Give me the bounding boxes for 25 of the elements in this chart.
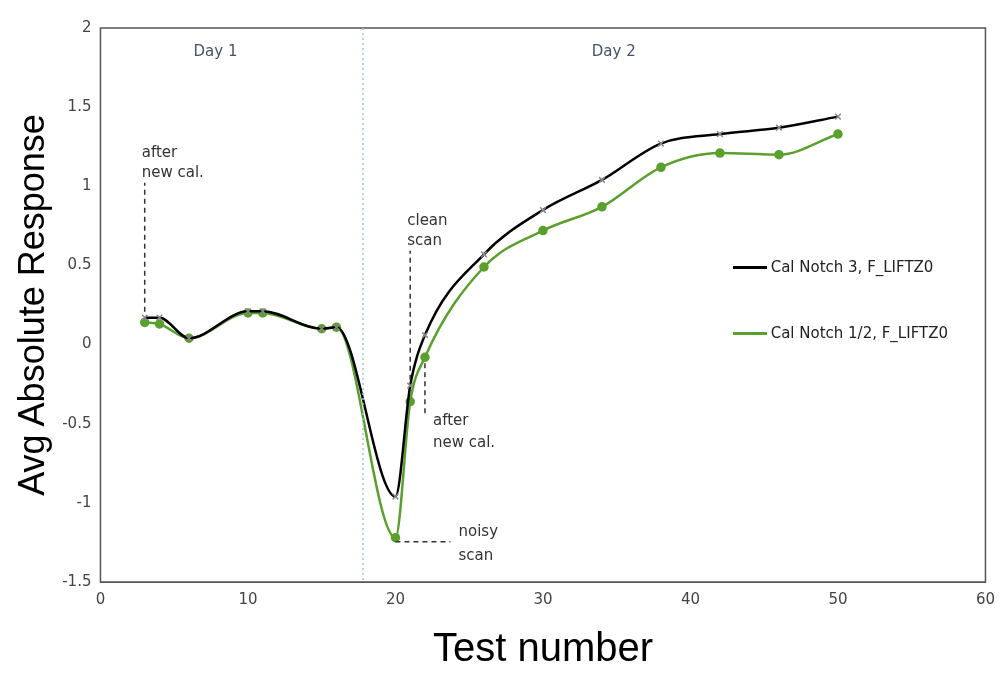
y-tick-label: 2 xyxy=(81,17,92,36)
x-tick-label: 60 xyxy=(975,589,995,608)
x-tick-label: 20 xyxy=(385,589,406,608)
annotation: after new cal. xyxy=(432,411,496,452)
annotation: clean scan xyxy=(407,210,448,249)
y-tick-label: 1 xyxy=(81,176,92,195)
x-tick-label: 10 xyxy=(238,589,258,608)
x-tick-label: 40 xyxy=(680,589,701,608)
y-tick-label: -1.5 xyxy=(62,571,92,590)
x-tick-label: 50 xyxy=(828,589,848,608)
legend-label: Cal Notch 3, F_LIFTZ0 xyxy=(770,258,934,276)
annotation: noisy scan xyxy=(458,521,499,564)
x-tick-label: 0 xyxy=(95,589,106,608)
annotation: Day 2 xyxy=(591,41,636,60)
y-tick-label: 0.5 xyxy=(67,255,92,274)
annotation: Day 1 xyxy=(193,41,238,60)
y-tick-label: 1.5 xyxy=(67,97,92,116)
x-tick-label: 30 xyxy=(533,589,553,608)
annotation: after new cal. xyxy=(141,142,204,181)
y-axis-title: Avg Absolute Response xyxy=(10,114,52,496)
legend-label: Cal Notch 1/2, F_LIFTZ0 xyxy=(770,324,948,342)
x-axis-title: Test number xyxy=(432,625,654,670)
y-tick-label: -0.5 xyxy=(62,413,92,432)
y-tick-label: 0 xyxy=(81,334,92,353)
y-tick-label: -1 xyxy=(76,492,92,511)
